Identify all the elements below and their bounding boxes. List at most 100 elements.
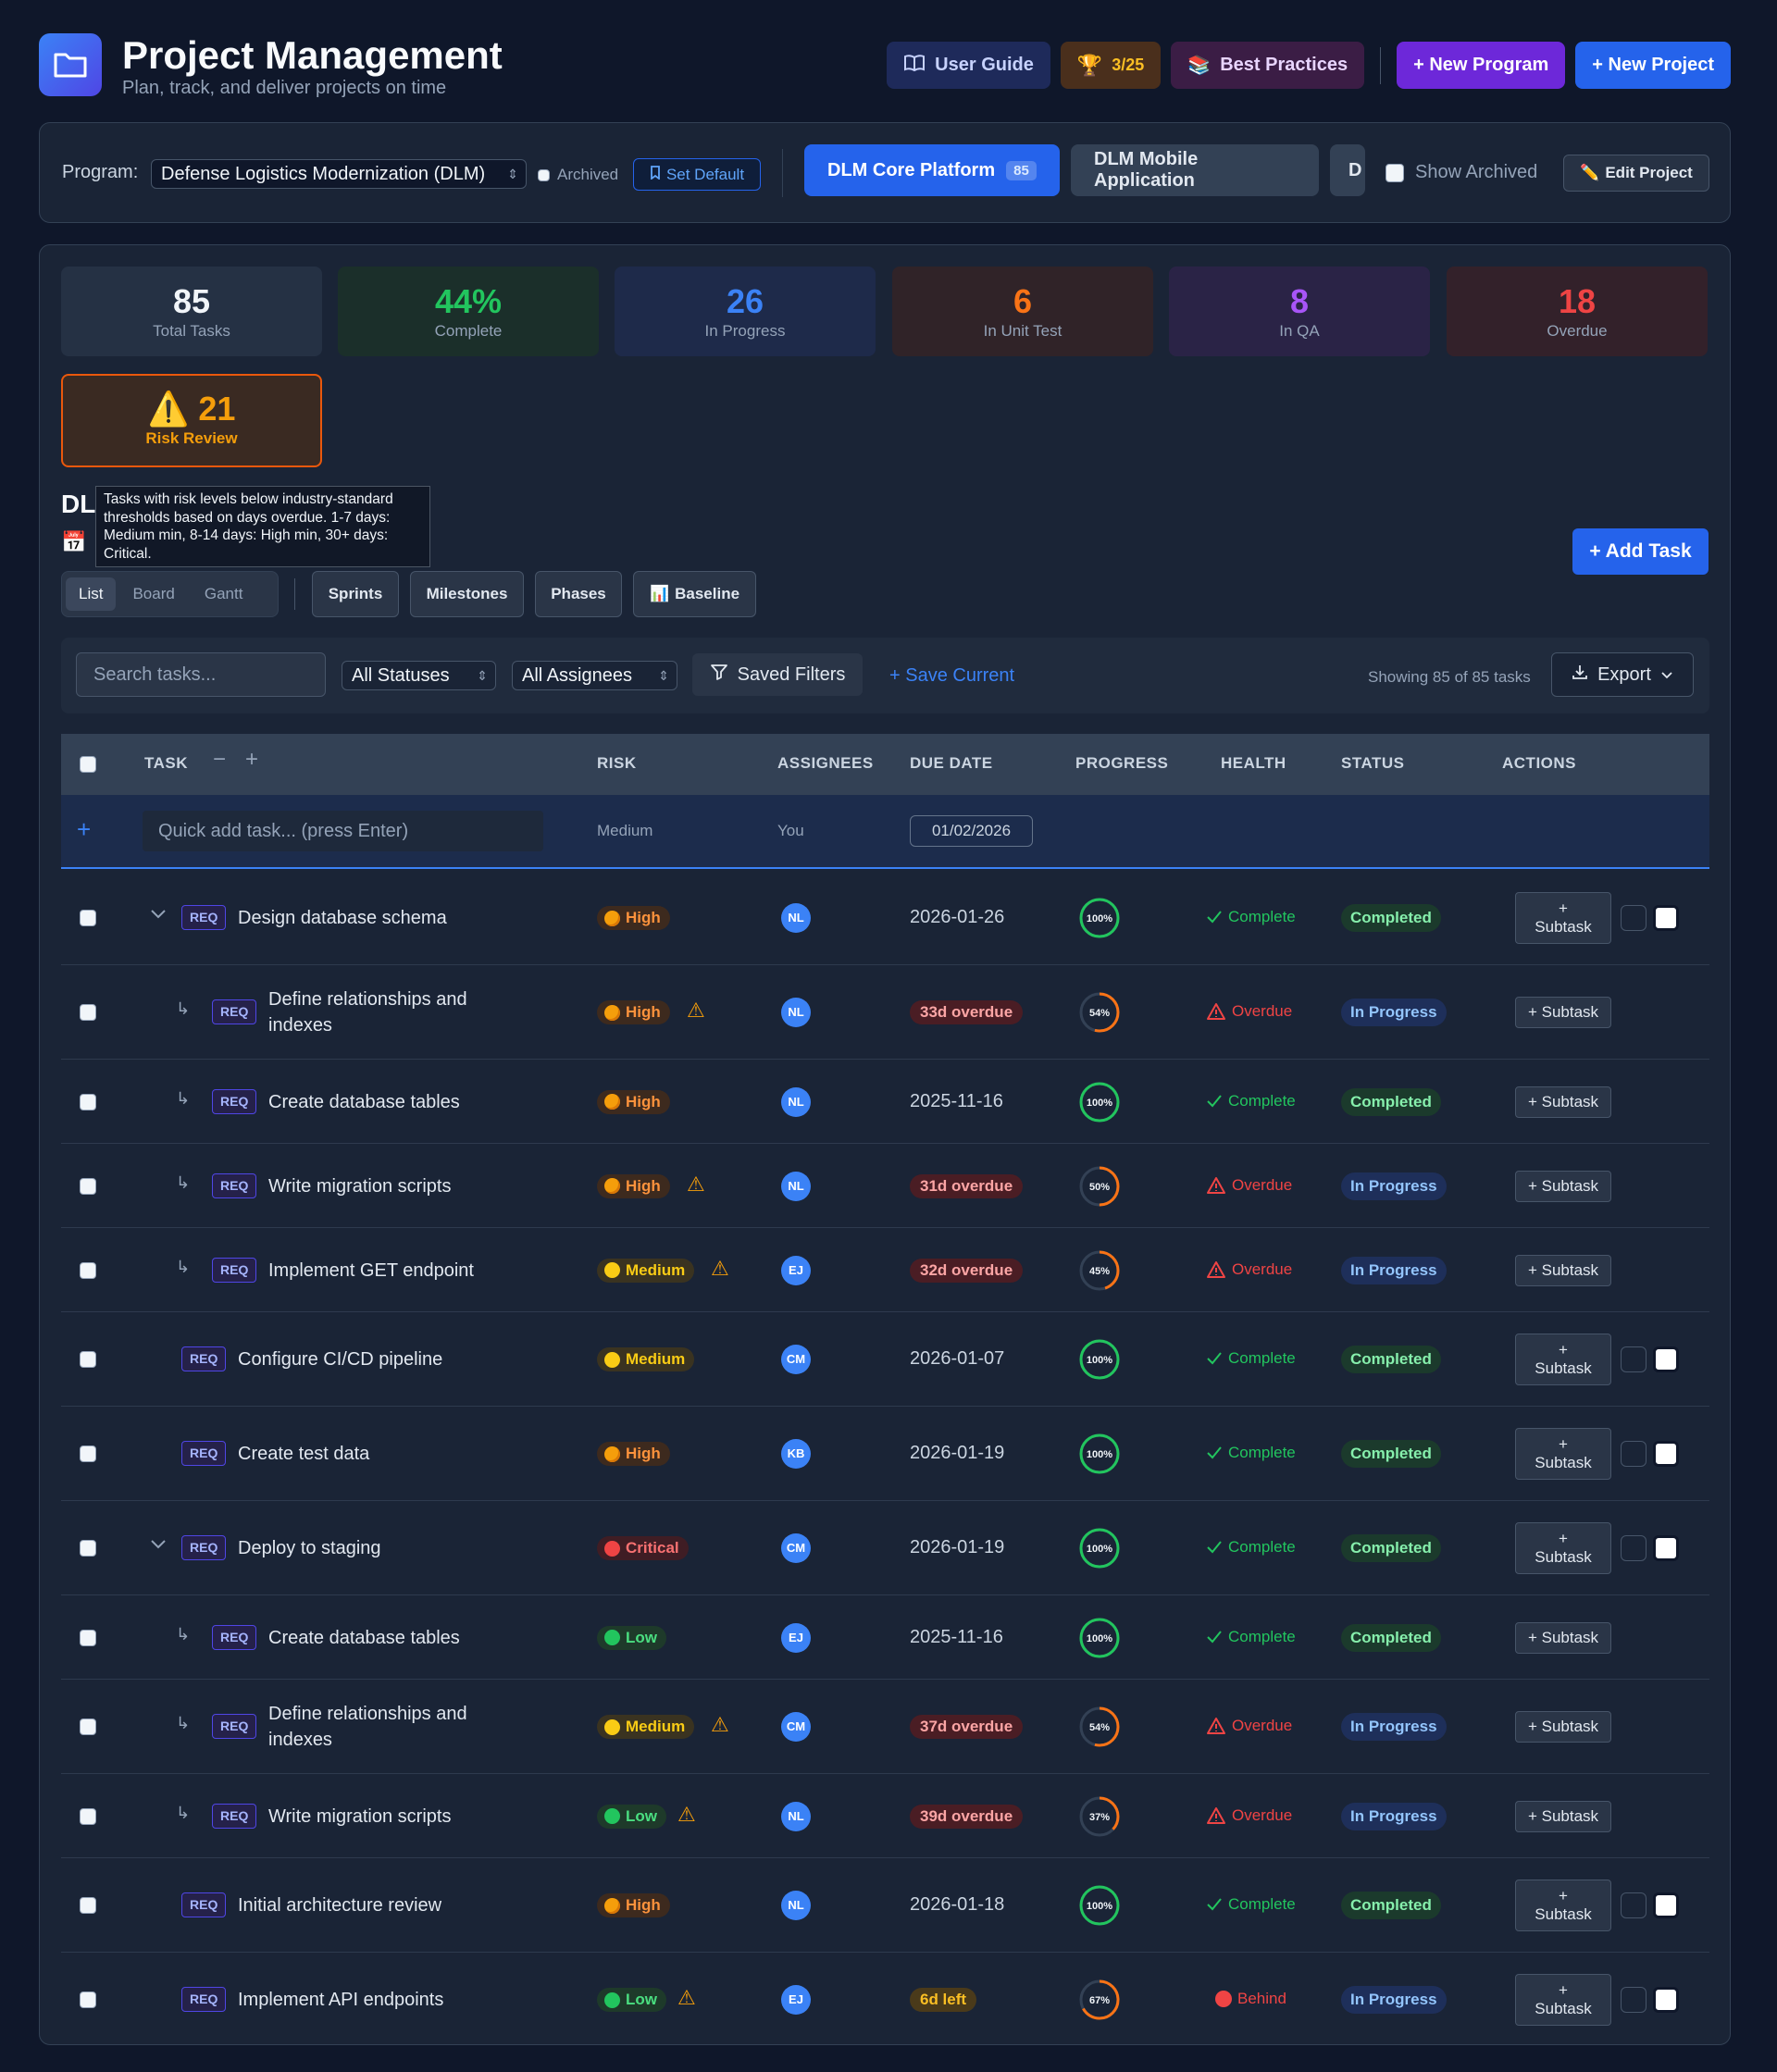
avatar[interactable]: NL xyxy=(781,1086,811,1117)
table-row[interactable]: REQ Deploy to staging Critical CM 2026-01-19… xyxy=(61,1501,1709,1595)
task-name[interactable]: Initial architecture review xyxy=(238,1895,442,1916)
add-task-button[interactable]: + Add Task xyxy=(1572,528,1709,575)
add-subtask-button[interactable]: + Subtask xyxy=(1515,1334,1611,1385)
show-archived-toggle[interactable]: Show Archived xyxy=(1386,162,1537,183)
new-program-button[interactable]: + New Program xyxy=(1397,42,1566,89)
row-checkbox[interactable] xyxy=(80,1540,96,1557)
add-subtask-button[interactable]: + Subtask xyxy=(1515,1086,1611,1118)
row-action-toggle[interactable] xyxy=(1621,1892,1647,1918)
risk-badge[interactable]: Low xyxy=(597,1804,666,1829)
table-row[interactable]: REQ Implement API endpoints Low ⚠ EJ 6d left 6… xyxy=(61,1953,1709,2044)
achievements-button[interactable]: 🏆 3/25 xyxy=(1060,42,1162,89)
add-subtask-button[interactable]: + Subtask xyxy=(1515,1522,1611,1574)
baseline-button[interactable]: 📊 Baseline xyxy=(633,571,756,617)
row-checkbox[interactable] xyxy=(80,1261,96,1279)
risk-badge[interactable]: High xyxy=(597,1442,670,1466)
risk-badge[interactable]: High xyxy=(597,906,670,930)
row-checkbox[interactable] xyxy=(80,1897,96,1914)
avatar[interactable]: NL xyxy=(781,903,811,933)
status-badge[interactable]: Completed xyxy=(1341,1346,1441,1373)
status-badge[interactable]: In Progress xyxy=(1341,1802,1447,1830)
tab-dlm-mobile-application[interactable]: DLM Mobile Application xyxy=(1071,144,1319,196)
row-action-toggle[interactable] xyxy=(1653,1987,1679,2013)
show-archived-checkbox[interactable] xyxy=(1386,163,1404,182)
row-action-toggle[interactable] xyxy=(1621,905,1647,931)
table-row[interactable]: REQ Create test data High KB 2026-01-19 100% C… xyxy=(61,1407,1709,1501)
status-badge[interactable]: Completed xyxy=(1341,1087,1441,1116)
row-action-toggle[interactable] xyxy=(1653,1535,1679,1561)
status-badge[interactable]: In Progress xyxy=(1341,1256,1447,1284)
status-badge[interactable]: In Progress xyxy=(1341,1713,1447,1741)
quick-add-risk[interactable]: Medium xyxy=(597,822,653,839)
row-checkbox[interactable] xyxy=(80,910,96,926)
row-action-toggle[interactable] xyxy=(1653,1346,1679,1372)
table-row[interactable]: ↳ REQ Implement GET endpoint Medium ⚠ EJ 32d o… xyxy=(61,1228,1709,1312)
row-action-toggle[interactable] xyxy=(1621,1346,1647,1372)
table-row[interactable]: REQ Configure CI/CD pipeline Medium CM 2026-… xyxy=(61,1312,1709,1407)
status-badge[interactable]: In Progress xyxy=(1341,1986,1447,2014)
status-badge[interactable]: In Progress xyxy=(1341,999,1447,1026)
risk-badge[interactable]: Medium xyxy=(597,1347,695,1371)
search-input[interactable]: Search tasks... xyxy=(76,652,326,697)
row-checkbox[interactable] xyxy=(80,1093,96,1110)
avatar[interactable]: NL xyxy=(781,998,811,1027)
row-checkbox[interactable] xyxy=(80,1445,96,1462)
add-subtask-button[interactable]: + Subtask xyxy=(1515,1170,1611,1202)
row-checkbox[interactable] xyxy=(80,1177,96,1195)
risk-badge[interactable]: Medium xyxy=(597,1258,695,1283)
row-action-toggle[interactable] xyxy=(1621,1987,1647,2013)
status-badge[interactable]: Completed xyxy=(1341,1440,1441,1468)
phases-button[interactable]: Phases xyxy=(535,571,622,617)
risk-badge[interactable]: High xyxy=(597,1000,670,1024)
row-action-toggle[interactable] xyxy=(1621,1535,1647,1561)
task-name[interactable]: Write migration scripts xyxy=(268,1175,452,1197)
view-gantt[interactable]: Gantt xyxy=(204,585,243,602)
set-default-button[interactable]: Set Default xyxy=(633,158,761,191)
export-button[interactable]: Export xyxy=(1551,652,1694,697)
archived-toggle[interactable]: Archived xyxy=(538,166,618,184)
status-filter[interactable]: All Statuses ⇕ xyxy=(342,661,496,690)
chevron-down-icon[interactable] xyxy=(150,1535,167,1555)
view-list[interactable]: List xyxy=(66,577,117,611)
task-name[interactable]: Deploy to staging xyxy=(238,1538,381,1558)
save-current-link[interactable]: + Save Current xyxy=(889,665,1015,686)
select-all-checkbox[interactable] xyxy=(80,756,96,773)
assignee-filter[interactable]: All Assignees ⇕ xyxy=(512,661,677,690)
add-subtask-button[interactable]: + Subtask xyxy=(1515,1800,1611,1832)
avatar[interactable]: CM xyxy=(781,1345,811,1374)
table-row[interactable]: REQ Initial architecture review High NL 2026… xyxy=(61,1858,1709,1953)
risk-badge[interactable]: Low xyxy=(597,1988,666,2012)
quick-add-assignee[interactable]: You xyxy=(777,822,804,839)
risk-badge[interactable]: Medium xyxy=(597,1715,695,1739)
quick-add-input[interactable]: Quick add task... (press Enter) xyxy=(143,811,543,851)
row-checkbox[interactable] xyxy=(80,1718,96,1735)
table-row[interactable]: ↳ REQ Create database tables High NL 2025-11-… xyxy=(61,1060,1709,1144)
tab-truncated[interactable]: D xyxy=(1330,144,1365,196)
add-subtask-button[interactable]: + Subtask xyxy=(1515,1428,1611,1480)
task-name[interactable]: Create database tables xyxy=(268,1627,460,1648)
table-row[interactable]: ↳ REQ Write migration scripts Low ⚠ NL 39d ove… xyxy=(61,1774,1709,1858)
avatar[interactable]: EJ xyxy=(781,1622,811,1653)
task-name[interactable]: Create test data xyxy=(238,1444,370,1464)
collapse-all-button[interactable]: − xyxy=(213,747,227,772)
task-name[interactable]: Create database tables xyxy=(268,1091,460,1112)
add-subtask-button[interactable]: + Subtask xyxy=(1515,1254,1611,1286)
risk-review-card[interactable]: ⚠️ 21 Risk Review xyxy=(61,374,322,467)
table-row[interactable]: REQ Design database schema High NL 2026-01-2… xyxy=(61,871,1709,965)
task-name[interactable]: Design database schema xyxy=(238,908,447,928)
status-badge[interactable]: Completed xyxy=(1341,1623,1441,1652)
table-row[interactable]: ↳ REQ Create database tables Low EJ 2025-11-1… xyxy=(61,1595,1709,1680)
risk-badge[interactable]: High xyxy=(597,1173,670,1198)
milestones-button[interactable]: Milestones xyxy=(410,571,524,617)
status-badge[interactable]: Completed xyxy=(1341,1892,1441,1919)
risk-badge[interactable]: High xyxy=(597,1089,670,1114)
task-name[interactable]: Configure CI/CD pipeline xyxy=(238,1349,443,1370)
add-subtask-button[interactable]: + Subtask xyxy=(1515,1621,1611,1654)
avatar[interactable]: NL xyxy=(781,1801,811,1831)
archived-checkbox[interactable] xyxy=(538,168,550,181)
saved-filters-button[interactable]: Saved Filters xyxy=(692,653,863,696)
task-name[interactable]: Write migration scripts xyxy=(268,1805,452,1827)
status-badge[interactable]: Completed xyxy=(1341,904,1441,932)
status-badge[interactable]: Completed xyxy=(1341,1534,1441,1562)
add-subtask-button[interactable]: + Subtask xyxy=(1515,1711,1611,1743)
